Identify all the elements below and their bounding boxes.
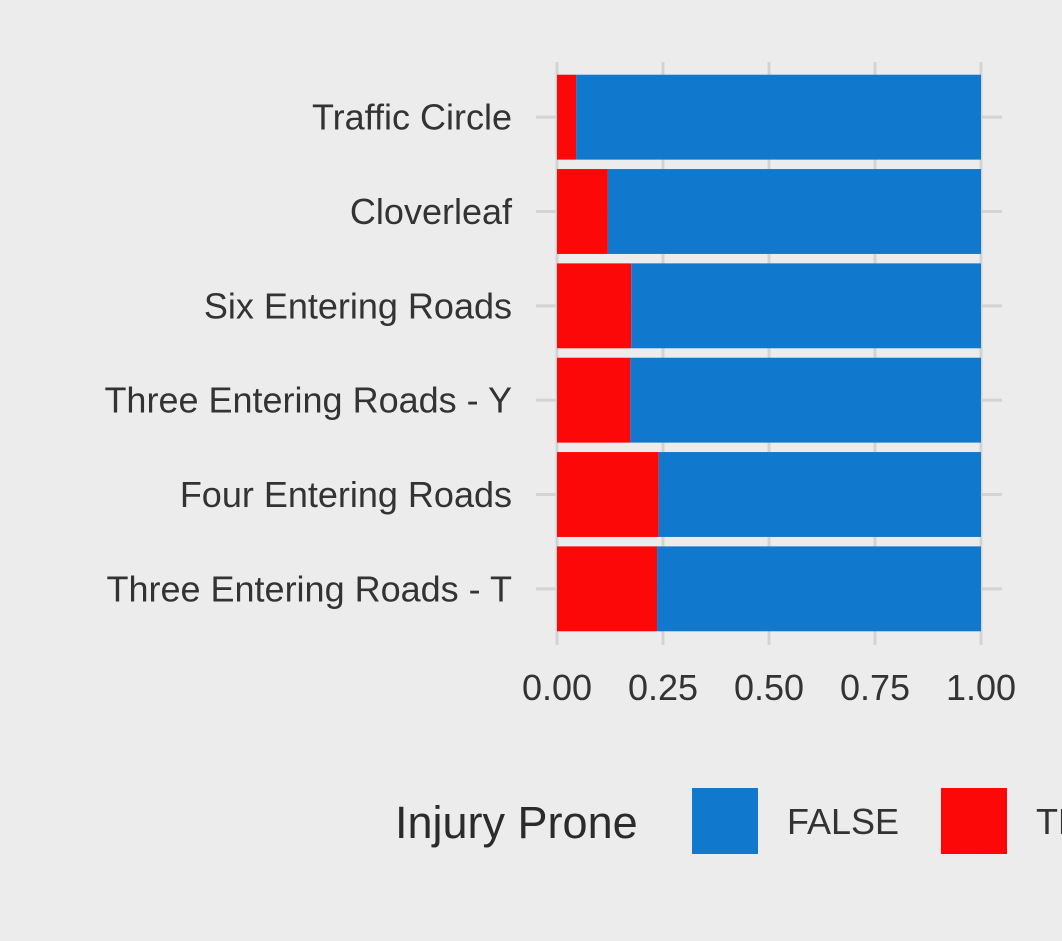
y-tick-label: Cloverleaf bbox=[350, 191, 513, 232]
x-tick-label: 0.75 bbox=[840, 667, 910, 708]
bar-false bbox=[630, 357, 981, 443]
bar-true bbox=[557, 74, 577, 160]
x-tick-label: 0.00 bbox=[522, 667, 592, 708]
legend-label-true: TRUE bbox=[1036, 801, 1062, 842]
bar-true bbox=[557, 263, 632, 349]
y-tick-label: Three Entering Roads - T bbox=[106, 568, 512, 609]
legend-swatch-true bbox=[941, 788, 1007, 854]
bar-true bbox=[557, 357, 631, 443]
bar-false bbox=[576, 74, 981, 160]
y-tick-label: Four Entering Roads bbox=[180, 474, 512, 515]
bar-false bbox=[658, 452, 981, 537]
bar-false bbox=[657, 546, 981, 632]
legend-label-false: FALSE bbox=[787, 801, 899, 842]
x-tick-label: 1.00 bbox=[946, 667, 1016, 708]
x-tick-label: 0.50 bbox=[734, 667, 804, 708]
bar-false bbox=[631, 263, 981, 349]
y-tick-label: Three Entering Roads - Y bbox=[104, 380, 512, 421]
bar-true bbox=[557, 452, 659, 537]
y-tick-label: Six Entering Roads bbox=[204, 285, 512, 326]
x-tick-label: 0.25 bbox=[628, 667, 698, 708]
legend: Injury Prone FALSE TRUE bbox=[395, 788, 1062, 854]
bar-false bbox=[607, 169, 981, 254]
bar-true bbox=[557, 169, 608, 254]
legend-swatch-false bbox=[692, 788, 758, 854]
bars-layer bbox=[557, 74, 981, 632]
legend-title: Injury Prone bbox=[395, 797, 638, 848]
x-axis: 0.00 0.25 0.50 0.75 1.00 bbox=[522, 667, 1016, 708]
y-tick-label: Traffic Circle bbox=[312, 97, 512, 138]
y-axis: Traffic Circle Cloverleaf Six Entering Roa… bbox=[104, 97, 513, 610]
bar-true bbox=[557, 546, 658, 632]
